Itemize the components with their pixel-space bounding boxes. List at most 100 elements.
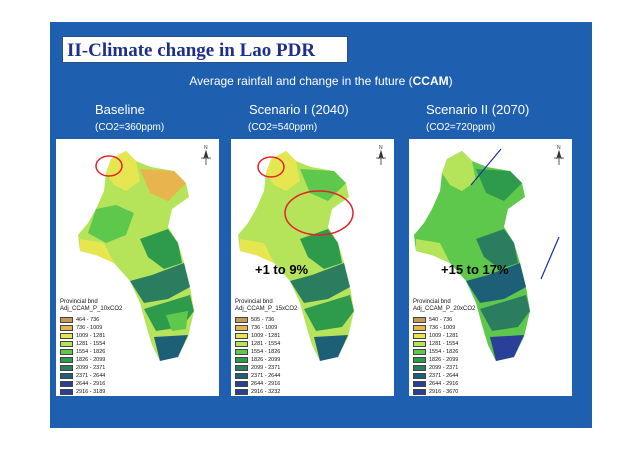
legend-item: 1281 - 1554 (60, 340, 105, 348)
legend-range: 505 - 736 (251, 317, 275, 323)
slide-subtitle: Average rainfall and change in the futur… (50, 74, 592, 88)
panel-1-label: Baseline (95, 102, 145, 117)
legend-item: 505 - 736 (235, 316, 280, 324)
legend-swatch (235, 357, 248, 363)
legend-item: 2371 - 2644 (60, 372, 105, 380)
map-panel-scenario-1: +1 to 9% N Provincial bnd Adj_CCAM_P_15x… (231, 139, 394, 396)
map-panel-baseline: N Provincial bnd Adj_CCAM_P_10xCO2 464 -… (56, 139, 219, 396)
slide-title: II-Climate change in Lao PDR (67, 40, 316, 61)
svg-text:N: N (204, 145, 208, 151)
legend-item: 1554 - 1826 (235, 348, 280, 356)
legend-swatch (60, 341, 73, 347)
legend-range: 2099 - 2371 (76, 365, 106, 371)
legend-item: 2099 - 2371 (235, 364, 280, 372)
legend-range: 1554 - 1826 (251, 349, 281, 355)
svg-text:N: N (379, 145, 383, 151)
legend-range: 2644 - 2916 (251, 381, 281, 387)
legend-item: 2916 - 3189 (60, 388, 105, 396)
legend-title-2: Adj_CCAM_P_15xCO2 (235, 306, 298, 312)
legend-range: 736 - 1009 (76, 325, 103, 331)
panel-2-label: Scenario I (2040) (249, 102, 349, 117)
north-arrow-icon: N (552, 143, 566, 165)
legend-swatch (60, 333, 73, 339)
legend-swatch (235, 349, 248, 355)
legend-range: 2371 - 2644 (76, 373, 106, 379)
legend-scenario-2: 540 - 736 736 - 1009 1009 - 1281 1281 - 155… (413, 316, 458, 396)
legend-range: 1826 - 2099 (429, 357, 459, 363)
legend-range: 2916 - 3670 (429, 389, 459, 395)
subtitle-suffix: ) (448, 74, 453, 88)
legend-item: 2916 - 3670 (413, 388, 458, 396)
legend-swatch (235, 365, 248, 371)
legend-title-1: Provincial bnd (235, 299, 273, 305)
legend-range: 2371 - 2644 (429, 373, 459, 379)
legend-item: 736 - 1009 (413, 324, 458, 332)
legend-item: 540 - 736 (413, 316, 458, 324)
lao-rainfall-map-scenario-1 (238, 151, 354, 361)
legend-swatch (413, 365, 426, 371)
change-percent: +1 to 9% (255, 262, 309, 277)
legend-swatch (60, 325, 73, 331)
legend-item: 1281 - 1554 (413, 340, 458, 348)
legend-swatch (413, 373, 426, 379)
title-box: II-Climate change in Lao PDR (62, 36, 348, 63)
legend-item: 2371 - 2644 (235, 372, 280, 380)
legend-range: 1009 - 1281 (251, 333, 281, 339)
legend-range: 2644 - 2916 (76, 381, 106, 387)
legend-swatch (60, 317, 73, 323)
panel-3-label: Scenario II (2070) (426, 102, 530, 117)
legend-item: 2644 - 2916 (413, 380, 458, 388)
legend-title-2: Adj_CCAM_P_10xCO2 (60, 306, 123, 312)
legend-swatch (413, 349, 426, 355)
legend-swatch (60, 349, 73, 355)
legend-swatch (235, 341, 248, 347)
legend-range: 1009 - 1281 (429, 333, 459, 339)
legend-range: 736 - 1009 (429, 325, 456, 331)
legend-swatch (235, 381, 248, 387)
north-arrow-icon: N (374, 143, 388, 165)
legend-item: 2644 - 2916 (60, 380, 105, 388)
legend-item: 1826 - 2099 (413, 356, 458, 364)
legend-swatch (413, 325, 426, 331)
legend-range: 1826 - 2099 (76, 357, 106, 363)
map-panel-scenario-2: +15 to 17% N Provincial bnd Adj_CCAM_P_2… (409, 139, 572, 396)
legend-range: 1554 - 1826 (429, 349, 459, 355)
highlight-circle-central (284, 190, 354, 236)
legend-swatch (235, 325, 248, 331)
legend-range: 736 - 1009 (251, 325, 278, 331)
legend-swatch (60, 365, 73, 371)
legend-item: 1554 - 1826 (60, 348, 105, 356)
legend-range: 1826 - 2099 (251, 357, 281, 363)
arrow-south (540, 236, 560, 280)
legend-title-2: Adj_CCAM_P_20xCO2 (413, 306, 476, 312)
legend-range: 2916 - 3232 (251, 389, 281, 395)
legend-item: 2099 - 2371 (413, 364, 458, 372)
legend-range: 2099 - 2371 (251, 365, 281, 371)
legend-range: 464 - 736 (76, 317, 100, 323)
legend-swatch (413, 389, 426, 395)
legend-swatch (413, 317, 426, 323)
legend-range: 1281 - 1554 (76, 341, 106, 347)
legend-swatch (60, 373, 73, 379)
legend-swatch (235, 389, 248, 395)
panel-3-co2: (CO2=720ppm) (426, 122, 496, 133)
legend-item: 736 - 1009 (60, 324, 105, 332)
legend-item: 2644 - 2916 (235, 380, 280, 388)
legend-range: 1281 - 1554 (251, 341, 281, 347)
legend-title-1: Provincial bnd (413, 299, 451, 305)
legend-item: 1009 - 1281 (413, 332, 458, 340)
legend-item: 1554 - 1826 (413, 348, 458, 356)
legend-swatch (235, 317, 248, 323)
slide: II-Climate change in Lao PDR Average rai… (50, 22, 592, 428)
legend-item: 1826 - 2099 (235, 356, 280, 364)
legend-range: 1281 - 1554 (429, 341, 459, 347)
legend-item: 2099 - 2371 (60, 364, 105, 372)
legend-item: 2916 - 3232 (235, 388, 280, 396)
highlight-circle-north (257, 156, 285, 178)
legend-item: 464 - 736 (60, 316, 105, 324)
legend-range: 2099 - 2371 (429, 365, 459, 371)
north-arrow-icon: N (199, 143, 213, 165)
arrow-north (470, 148, 502, 186)
legend-range: 2916 - 3189 (76, 389, 106, 395)
subtitle-prefix: Average rainfall and change in the futur… (189, 74, 413, 88)
